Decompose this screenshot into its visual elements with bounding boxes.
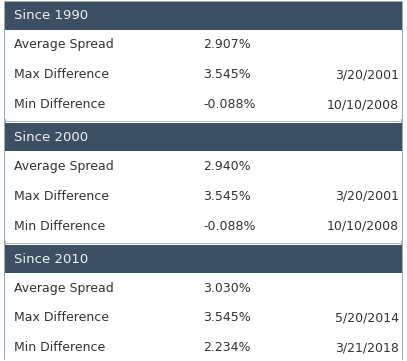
Text: 2.907%: 2.907% bbox=[204, 38, 251, 51]
Text: Average Spread: Average Spread bbox=[14, 38, 114, 51]
Text: Max Difference: Max Difference bbox=[14, 190, 109, 203]
Text: 3.545%: 3.545% bbox=[204, 312, 251, 325]
Text: 3/21/2018: 3/21/2018 bbox=[335, 342, 399, 355]
Text: 3.545%: 3.545% bbox=[204, 68, 251, 81]
Text: 2.940%: 2.940% bbox=[204, 160, 251, 173]
Text: Max Difference: Max Difference bbox=[14, 68, 109, 81]
Bar bbox=[5, 2, 402, 30]
Text: Min Difference: Min Difference bbox=[14, 98, 105, 111]
Bar bbox=[5, 211, 402, 241]
Text: Average Spread: Average Spread bbox=[14, 160, 114, 173]
Text: 5/20/2014: 5/20/2014 bbox=[335, 312, 399, 325]
Text: 2.234%: 2.234% bbox=[204, 342, 251, 355]
Text: -0.088%: -0.088% bbox=[204, 220, 256, 233]
Bar bbox=[5, 30, 402, 60]
Text: 3.545%: 3.545% bbox=[204, 190, 251, 203]
Text: Since 1990: Since 1990 bbox=[14, 9, 88, 22]
Text: 10/10/2008: 10/10/2008 bbox=[327, 98, 399, 111]
Bar bbox=[5, 152, 402, 181]
Text: 3/20/2001: 3/20/2001 bbox=[335, 68, 399, 81]
Text: 3/20/2001: 3/20/2001 bbox=[335, 190, 399, 203]
Bar bbox=[5, 60, 402, 90]
Bar bbox=[5, 333, 402, 361]
Text: Average Spread: Average Spread bbox=[14, 282, 114, 295]
Text: Min Difference: Min Difference bbox=[14, 342, 105, 355]
Text: -0.088%: -0.088% bbox=[204, 98, 256, 111]
Bar bbox=[5, 90, 402, 119]
Bar bbox=[5, 245, 402, 273]
Bar bbox=[5, 123, 402, 152]
Bar bbox=[5, 303, 402, 333]
Text: Since 2000: Since 2000 bbox=[14, 131, 88, 144]
Bar bbox=[5, 273, 402, 303]
Text: 3.030%: 3.030% bbox=[204, 282, 251, 295]
Text: Since 2010: Since 2010 bbox=[14, 253, 88, 266]
Bar bbox=[5, 181, 402, 211]
Text: 10/10/2008: 10/10/2008 bbox=[327, 220, 399, 233]
Text: Min Difference: Min Difference bbox=[14, 220, 105, 233]
Text: Max Difference: Max Difference bbox=[14, 312, 109, 325]
